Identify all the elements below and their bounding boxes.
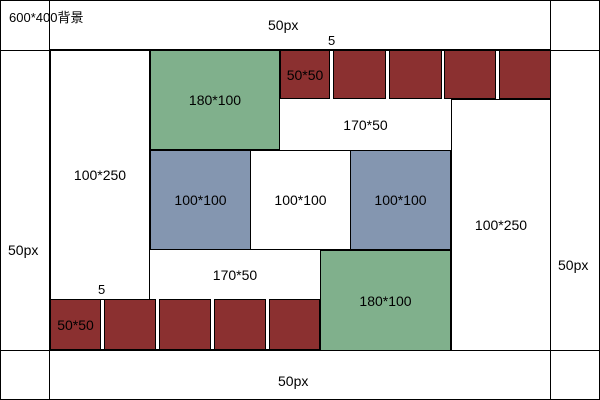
blue-left-label: 100*100 (174, 192, 227, 208)
strip-bottom-label: 170*50 (212, 267, 258, 283)
outer-border-top (0, 0, 600, 1)
blue-block-right: 100*100 (350, 150, 451, 250)
white-strip-top: 170*50 (280, 99, 451, 150)
left-tall-block: 100*250 (50, 50, 150, 300)
right-tall-block: 100*250 (451, 99, 551, 351)
red-block-top-1: 50*50 (280, 50, 330, 99)
white-strip-bottom: 170*50 (150, 250, 320, 300)
red-block-top-2 (333, 50, 386, 99)
red-block-top-4 (444, 50, 496, 99)
gap-bottom-label: 5 (98, 282, 106, 297)
green-top-label: 180*100 (188, 92, 242, 108)
green-bottom-label: 180*100 (359, 292, 412, 309)
red-block-bottom-1: 50*50 (50, 299, 101, 350)
center-white-label: 100*100 (274, 192, 327, 208)
red-block-bottom-5 (269, 299, 320, 350)
red-block-top-5 (499, 50, 551, 99)
red-block-bottom-2 (104, 299, 156, 350)
margin-bottom-label: 50px (278, 373, 309, 389)
outer-border-left (0, 0, 1, 400)
margin-left-label: 50px (8, 242, 39, 258)
gap-top-label: 5 (328, 33, 336, 48)
green-block-bottom: 180*100 (320, 250, 451, 351)
right-tall-label: 100*250 (474, 217, 528, 233)
background-title: 600*400背景 (9, 10, 84, 25)
red-top-first-label: 50*50 (286, 66, 324, 83)
left-tall-label: 100*250 (73, 167, 127, 183)
green-block-top: 180*100 (150, 50, 280, 150)
blue-right-label: 100*100 (374, 192, 427, 208)
red-block-bottom-4 (214, 299, 266, 350)
blue-block-left: 100*100 (150, 150, 251, 250)
margin-right-label: 50px (558, 257, 589, 273)
red-bottom-first-label: 50*50 (57, 316, 94, 333)
center-white-block: 100*100 (250, 150, 351, 250)
margin-top-label: 50px (268, 17, 299, 33)
red-block-top-3 (389, 50, 442, 99)
red-block-bottom-3 (159, 299, 211, 350)
strip-top-label: 170*50 (343, 116, 388, 133)
